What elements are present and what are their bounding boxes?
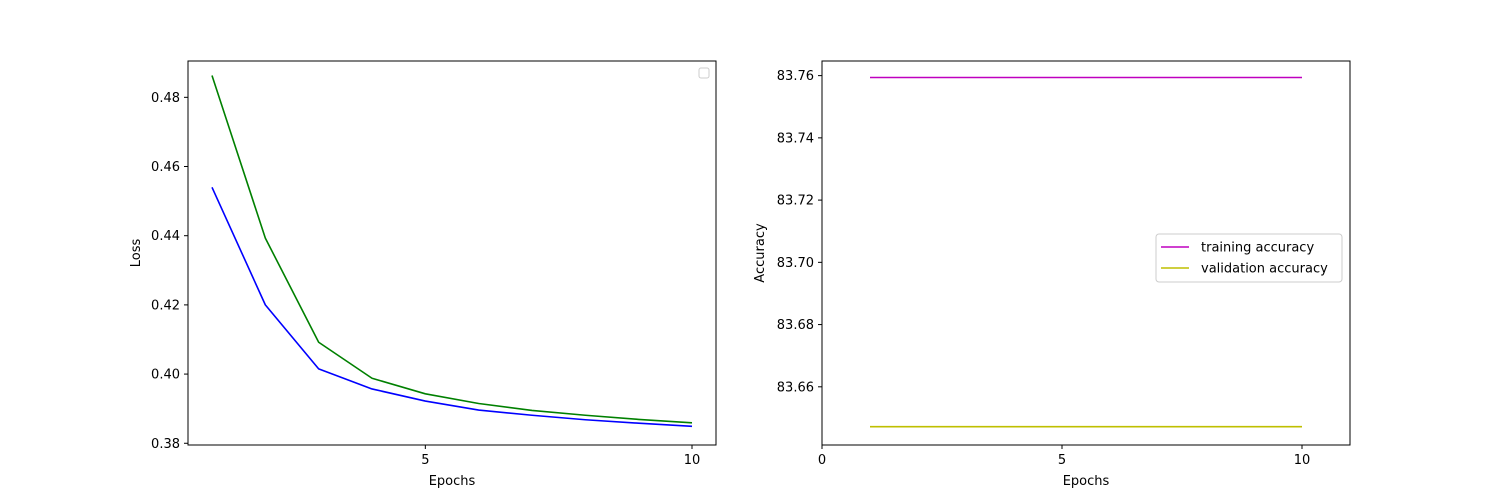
x-tick-label: 5 (1058, 453, 1066, 468)
x-axis-label: Epochs (1063, 474, 1110, 489)
x-axis-label: Epochs (429, 474, 476, 489)
legend: training accuracy validation accuracy (1155, 233, 1343, 283)
x-tick-label: 5 (421, 453, 429, 468)
series-line-1 (211, 186, 693, 428)
y-tick-label: 83.76 (777, 69, 814, 84)
y-tick-label: 83.66 (777, 380, 814, 395)
plot-frame (187, 60, 717, 446)
y-tick-label: 0.44 (151, 229, 180, 244)
y-tick-label: 0.46 (151, 160, 180, 175)
x-tick-label: 0 (818, 453, 826, 468)
legend-box (1155, 233, 1343, 283)
y-tick-label: 0.48 (151, 91, 180, 106)
y-tick-label: 83.74 (777, 131, 814, 146)
subplot-1: 5 10 0.38 0.40 0.42 0.44 0.46 0.48 Epochs Loss (129, 60, 717, 489)
plot-frame (821, 60, 1351, 446)
y-tick-label: 83.70 (777, 256, 814, 271)
x-tick-label: 10 (1294, 453, 1311, 468)
subplot-2: 0 5 10 83.66 83.68 83.70 83.72 83.74 83.76 Epochs… (753, 60, 1351, 489)
y-tick-label: 0.40 (151, 368, 180, 383)
series-line-2 (211, 75, 693, 424)
y-tick-label: 0.42 (151, 298, 180, 313)
y-axis-label: Loss (129, 239, 144, 268)
y-tick-label: 83.68 (777, 318, 814, 333)
y-axis-label: Accuracy (753, 223, 768, 283)
y-tick-label: 83.72 (777, 194, 814, 209)
legend-box-empty (698, 67, 710, 79)
legend (698, 67, 710, 79)
y-tick-label: 0.38 (151, 437, 180, 452)
legend-label: validation accuracy (1201, 262, 1328, 277)
x-tick-label: 10 (684, 453, 701, 468)
legend-label: training accuracy (1201, 241, 1314, 256)
